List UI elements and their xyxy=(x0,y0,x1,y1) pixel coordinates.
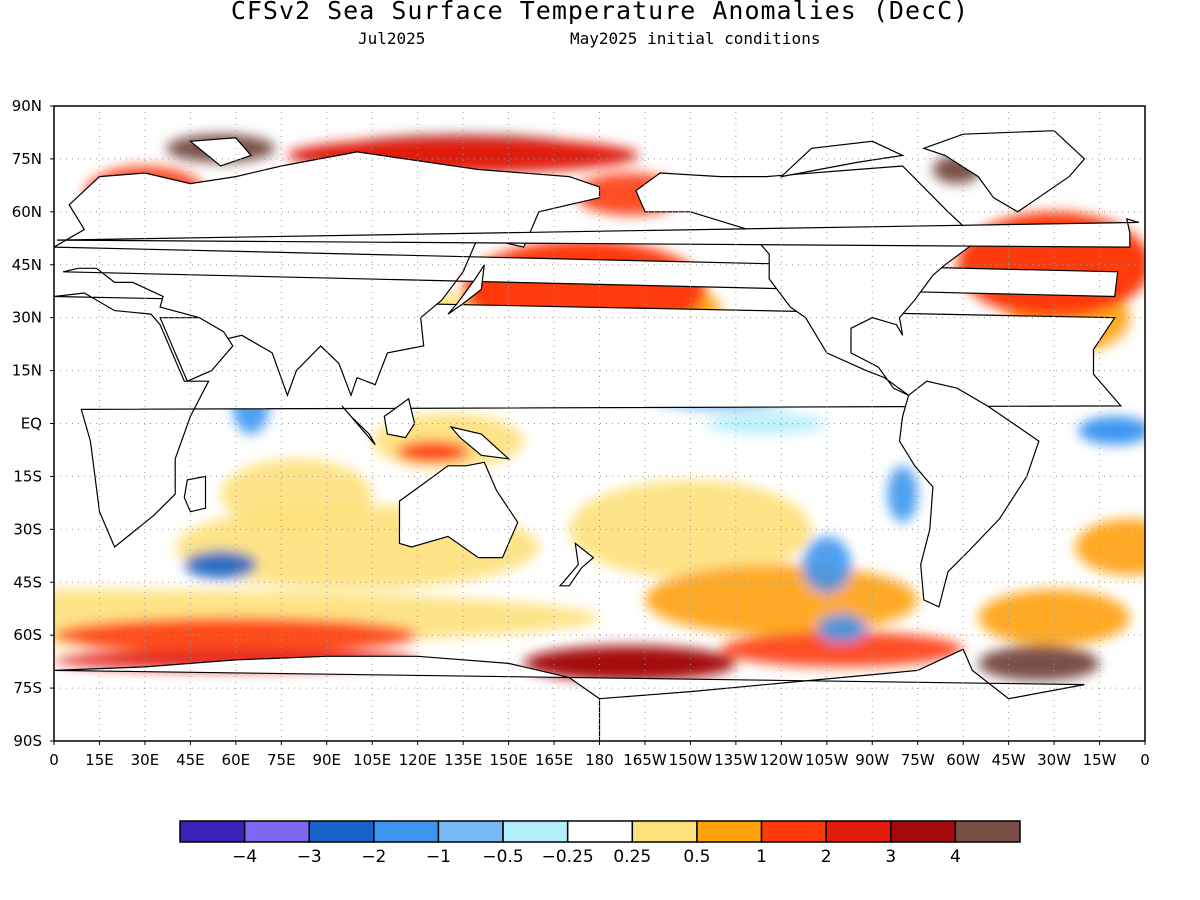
landmass xyxy=(54,151,1119,398)
anomaly-region xyxy=(396,441,470,463)
lon-label: 45E xyxy=(176,751,205,769)
colorbar: −4 −3 −2 −1 −0.5 −0.25 0.25 0.5 1 2 3 4 xyxy=(179,820,1021,867)
landmass xyxy=(183,475,207,513)
lon-label: 120W xyxy=(760,751,804,769)
lat-label: 75N xyxy=(12,150,42,168)
colorbar-swatch xyxy=(308,820,375,843)
colorbar-label: 0.5 xyxy=(683,847,710,867)
colorbar-label: −2 xyxy=(361,847,386,867)
lon-label: 45W xyxy=(992,751,1026,769)
colorbar-label: 3 xyxy=(885,847,896,867)
lon-label: 165W xyxy=(623,751,667,769)
initial-conditions: May2025 initial conditions xyxy=(570,29,821,48)
colorbar-label: 0.25 xyxy=(613,847,651,867)
lon-label: 180 xyxy=(585,751,614,769)
lon-label: 120E xyxy=(399,751,437,769)
lon-label: 150E xyxy=(490,751,528,769)
landmass xyxy=(398,461,519,559)
lon-label: 135W xyxy=(714,751,758,769)
landmass xyxy=(921,130,1086,213)
lat-label: 90S xyxy=(13,732,42,750)
landmass xyxy=(159,317,234,382)
lat-label: 15N xyxy=(12,362,42,380)
lon-label: 0 xyxy=(49,751,59,769)
lat-label: 30S xyxy=(13,520,42,538)
landmass xyxy=(54,648,1085,741)
colorbar-swatch xyxy=(760,820,827,843)
lon-label: 135E xyxy=(444,751,482,769)
chart-title: CFSv2 Sea Surface Temperature Anomalies … xyxy=(230,0,970,25)
lon-label: 30W xyxy=(1037,751,1071,769)
colorbar-label: 1 xyxy=(756,847,767,867)
colorbar-swatch xyxy=(243,820,310,843)
lon-label: 90E xyxy=(312,751,341,769)
lat-label: 60S xyxy=(13,626,42,644)
lat-label: 90N xyxy=(12,97,42,115)
lat-label: 45S xyxy=(13,573,42,591)
colorbar-swatch xyxy=(502,820,569,843)
colorbar-label: −1 xyxy=(426,847,451,867)
colorbar-swatch xyxy=(179,820,246,843)
landmass xyxy=(341,405,376,446)
landmass xyxy=(383,397,416,439)
latitude-labels: 90N 75N 60N 45N 30N 15N EQ 15S 30S 45S 60S 75S 90S xyxy=(12,97,54,750)
colorbar-swatch xyxy=(373,820,440,843)
landmass xyxy=(898,380,1040,608)
colorbar-swatch xyxy=(437,820,504,843)
lon-label: 105E xyxy=(353,751,391,769)
colorbar-label: 4 xyxy=(950,847,961,867)
colorbar-label: −4 xyxy=(232,847,257,867)
colorbar-swatch xyxy=(954,820,1021,843)
landmass xyxy=(779,140,905,178)
lon-label: 90W xyxy=(855,751,889,769)
land-masses xyxy=(54,130,1140,741)
valid-month: Jul2025 xyxy=(358,29,426,48)
landmass xyxy=(635,165,980,396)
lat-label: 45N xyxy=(12,256,42,274)
colorbar-swatch xyxy=(825,820,892,843)
colorbar-label: 2 xyxy=(821,847,832,867)
lat-label: 60N xyxy=(12,203,42,221)
colorbar-swatch xyxy=(631,820,698,843)
landmass xyxy=(447,264,485,315)
lon-label: 105W xyxy=(805,751,849,769)
lon-label: 150W xyxy=(669,751,713,769)
anomaly-region xyxy=(523,645,736,682)
lon-label: 60W xyxy=(946,751,980,769)
colorbar-swatch xyxy=(890,820,957,843)
landmass xyxy=(449,425,511,460)
landmass xyxy=(188,137,253,167)
lat-label: 75S xyxy=(13,679,42,697)
lat-label: 15S xyxy=(13,467,42,485)
lat-label: 30N xyxy=(12,309,42,327)
lon-label: 75E xyxy=(267,751,296,769)
landmass xyxy=(558,542,595,587)
lon-label: 165E xyxy=(535,751,573,769)
longitude-labels: 0 15E 30E 45E 60E 75E 90E 105E 120E 135E 150E 165E 1… xyxy=(49,741,1150,769)
colorbar-label: −0.5 xyxy=(482,847,523,867)
anomaly-region xyxy=(978,645,1100,682)
lon-label: 0 xyxy=(1140,751,1150,769)
colorbar-swatch xyxy=(696,820,763,843)
lon-label: 15W xyxy=(1083,751,1117,769)
landmass xyxy=(56,218,1140,248)
colorbar-swatch xyxy=(566,820,634,843)
colorbar-label: −0.25 xyxy=(542,847,594,867)
lon-label: 30E xyxy=(131,751,160,769)
lat-label: EQ xyxy=(21,415,42,433)
lon-label: 15E xyxy=(85,751,114,769)
lon-label: 60E xyxy=(222,751,251,769)
lon-label: 75W xyxy=(901,751,935,769)
colorbar-label: −3 xyxy=(297,847,322,867)
anomaly-region xyxy=(1078,416,1145,445)
